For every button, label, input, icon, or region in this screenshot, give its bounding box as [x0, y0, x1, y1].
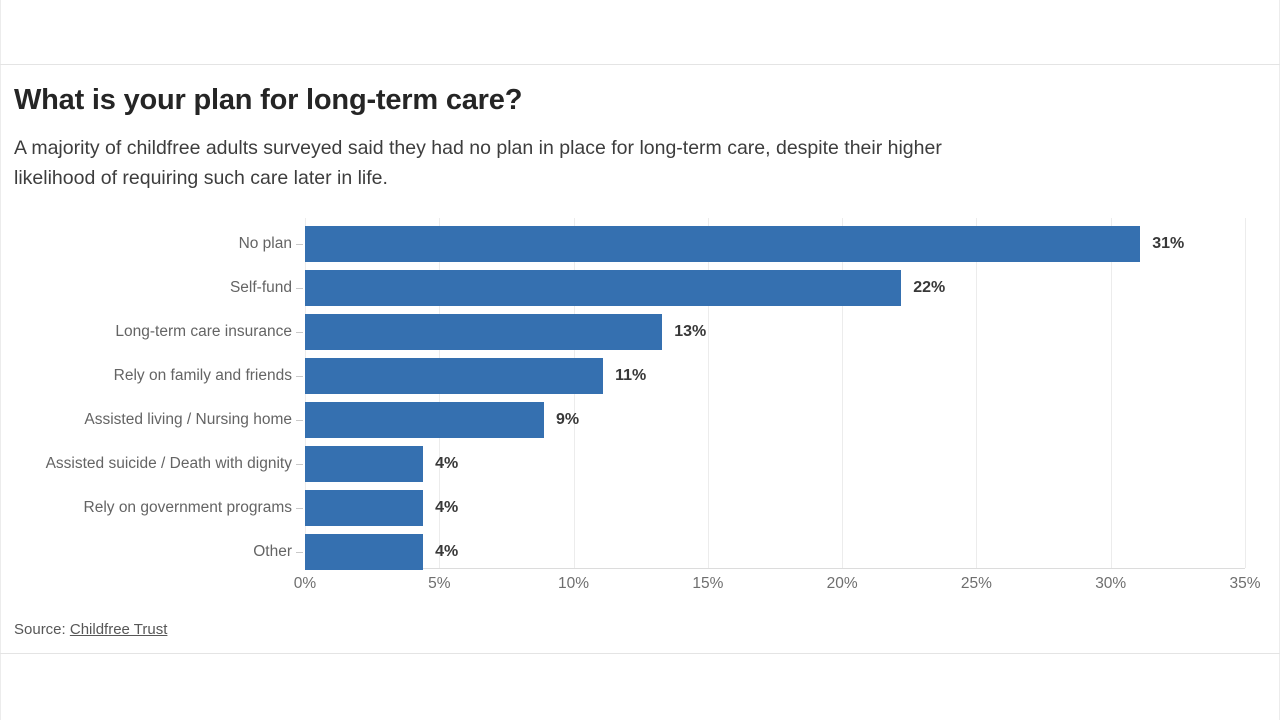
x-gridline — [707, 218, 709, 568]
category-tick-mark — [296, 420, 303, 421]
x-axis-tick-label: 20% — [826, 575, 858, 592]
x-axis-tick-label: 25% — [960, 575, 992, 592]
card-bottom-border — [0, 653, 1280, 654]
x-axis-baseline — [305, 568, 1245, 569]
category-label: Other — [253, 543, 292, 560]
category-tick-mark — [296, 332, 303, 333]
x-axis-tick-label: 5% — [428, 575, 451, 592]
bar — [305, 446, 424, 482]
x-gridline — [842, 218, 844, 568]
bar-row: Other 4% — [0, 530, 1280, 574]
x-gridline — [976, 218, 978, 568]
value-label: 4% — [435, 499, 459, 516]
value-label: 22% — [913, 279, 946, 296]
bar — [305, 534, 424, 570]
page-title: What is your plan for long-term care? — [14, 84, 523, 116]
bar — [305, 314, 663, 350]
category-tick-mark — [296, 464, 303, 465]
category-tick-mark — [296, 244, 303, 245]
bar-row: Rely on government programs 4% — [0, 486, 1280, 530]
x-axis-tick-label: 30% — [1095, 575, 1127, 592]
bar — [305, 402, 545, 438]
x-axis-tick-label: 15% — [692, 575, 724, 592]
source-link[interactable]: Childfree Trust — [69, 621, 168, 638]
bar — [305, 490, 424, 526]
value-label: 4% — [435, 455, 459, 472]
category-tick-mark — [296, 288, 303, 289]
page-left-border — [0, 0, 1, 720]
source-label: Source: — [14, 621, 70, 638]
category-label: Self-fund — [229, 279, 292, 296]
category-label: Assisted living / Nursing home — [84, 411, 292, 428]
bar — [305, 226, 1141, 262]
subtitle-line: A majority of childfree adults surveyed … — [14, 137, 942, 159]
category-label: Long-term care insurance — [115, 323, 292, 340]
bar — [305, 358, 604, 394]
bar-row: Long-term care insurance 13% — [0, 310, 1280, 354]
value-label: 9% — [556, 411, 580, 428]
category-tick-mark — [296, 376, 303, 377]
plot-area: 0% 5% 10% 15% 20% 25% 30% 35% No plan 31% Self-fun… — [0, 218, 1280, 618]
subtitle-line: likelihood of requiring such care later … — [14, 167, 388, 189]
bar-row: Assisted suicide / Death with dignity 4% — [0, 442, 1280, 486]
bar-row: Rely on family and friends 11% — [0, 354, 1280, 398]
category-tick-mark — [296, 552, 303, 553]
value-label: 31% — [1152, 235, 1185, 252]
value-label: 13% — [674, 323, 707, 340]
card-top-border — [0, 64, 1280, 65]
category-label: Rely on family and friends — [113, 367, 292, 384]
x-axis-tick-label: 0% — [293, 575, 317, 592]
bar-row: No plan 31% — [0, 222, 1280, 266]
bar — [305, 270, 902, 306]
bar-row: Assisted living / Nursing home 9% — [0, 398, 1280, 442]
value-label: 4% — [435, 543, 459, 560]
x-gridline — [1110, 218, 1112, 568]
x-gridline — [1245, 218, 1246, 568]
value-label: 11% — [615, 367, 647, 384]
chart-subtitle: A majority of childfree adults surveyed … — [14, 133, 942, 193]
category-label: No plan — [238, 235, 292, 252]
x-axis-tick-label: 35% — [1229, 575, 1261, 592]
source-line: Source: Childfree Trust — [14, 621, 167, 638]
bar-row: Self-fund 22% — [0, 266, 1280, 310]
category-label: Rely on government programs — [83, 499, 293, 516]
category-label: Assisted suicide / Death with dignity — [45, 455, 292, 472]
category-tick-mark — [296, 508, 303, 509]
x-axis-tick-label: 10% — [558, 575, 590, 592]
